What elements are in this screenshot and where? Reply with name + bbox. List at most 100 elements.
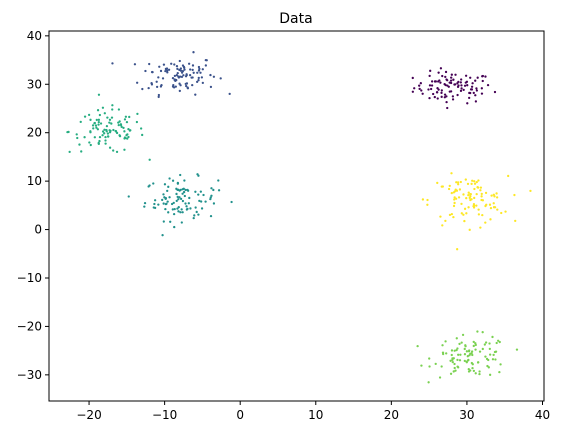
scatter-point (111, 108, 114, 111)
scatter-point (450, 353, 453, 357)
scatter-point (171, 208, 174, 211)
scatter-point (180, 221, 183, 224)
scatter-point (173, 63, 176, 66)
scatter-point (468, 196, 471, 200)
scatter-point (493, 90, 497, 94)
scatter-point (441, 351, 445, 354)
scatter-point (454, 73, 457, 76)
scatter-point (447, 187, 451, 191)
scatter-point (200, 207, 204, 210)
scatter-point (103, 132, 106, 135)
scatter-point (460, 212, 463, 215)
scatter-point (460, 87, 463, 90)
scatter-point (507, 174, 510, 178)
scatter-point (456, 248, 459, 251)
scatter-point (161, 77, 165, 80)
scatter-point (175, 74, 179, 77)
scatter-point (474, 100, 478, 103)
scatter-point (129, 129, 132, 132)
scatter-point (478, 350, 482, 353)
scatter-point (110, 122, 113, 125)
scatter-point (210, 194, 213, 197)
scatter-point (462, 193, 465, 196)
scatter-point (464, 74, 468, 77)
scatter-point (465, 360, 468, 363)
scatter-point (165, 202, 168, 205)
scatter-point (480, 92, 484, 95)
scatter-point (430, 80, 434, 83)
scatter-point (440, 89, 443, 92)
scatter-point (104, 142, 107, 145)
scatter-point (164, 197, 167, 201)
scatter-point (427, 88, 430, 91)
scatter-point (441, 224, 444, 227)
scatter-point (453, 362, 456, 366)
scatter-point (420, 364, 423, 367)
scatter-point (494, 350, 498, 353)
scatter-point (159, 69, 163, 73)
scatter-point (479, 189, 482, 192)
scatter-point (492, 353, 495, 356)
scatter-point (489, 218, 492, 221)
scatter-point (451, 360, 454, 364)
scatter-point (194, 206, 197, 209)
scatter-point (162, 202, 165, 205)
y-tick-label: 30 (27, 77, 42, 91)
x-tick-label: 10 (308, 408, 323, 422)
scatter-point (436, 181, 439, 185)
scatter-point (157, 76, 160, 79)
scatter-point (185, 208, 189, 211)
scatter-point (468, 91, 471, 95)
scatter-point (457, 196, 461, 199)
scatter-point (452, 357, 455, 360)
scatter-point (499, 363, 502, 366)
scatter-point (172, 201, 175, 205)
scatter-point (489, 353, 492, 356)
scatter-point (164, 207, 167, 211)
scatter-point (413, 87, 416, 90)
scatter-point (493, 195, 496, 198)
scatter-point (448, 213, 452, 217)
scatter-point (212, 75, 216, 78)
scatter-point (128, 115, 131, 119)
scatter-point (89, 143, 92, 147)
scatter-point (480, 192, 483, 196)
scatter-point (219, 77, 222, 80)
scatter-point (97, 123, 100, 126)
scatter-point (458, 359, 462, 362)
scatter-point (124, 115, 128, 118)
scatter-point (449, 359, 452, 362)
scatter-point (449, 79, 453, 82)
scatter-point (439, 215, 442, 218)
scatter-point (182, 187, 185, 190)
scatter-point (141, 87, 144, 91)
scatter-point (491, 358, 495, 361)
scatter-point (184, 84, 188, 88)
scatter-point (212, 202, 216, 205)
scatter-point (459, 353, 462, 356)
scatter-point (433, 95, 436, 99)
scatter-point (170, 202, 174, 206)
scatter-point (186, 188, 189, 192)
scatter-point (481, 79, 484, 83)
scatter-point (436, 97, 439, 100)
scatter-point (162, 220, 165, 223)
scatter-point (475, 87, 478, 90)
scatter-point (485, 203, 488, 206)
x-tick-label: 40 (535, 408, 550, 422)
scatter-point (162, 193, 165, 196)
scatter-point (469, 193, 472, 196)
scatter-point (182, 190, 186, 194)
scatter-point (428, 357, 431, 360)
scatter-point (176, 182, 180, 185)
x-axis: −20 −10 0 10 20 30 40 (76, 401, 550, 422)
scatter-point (136, 81, 139, 84)
scatter-point (495, 192, 498, 195)
scatter-point (190, 76, 193, 79)
scatter-point (179, 67, 183, 70)
scatter-point (197, 65, 201, 69)
scatter-point (477, 179, 480, 182)
scatter-point (484, 221, 487, 224)
scatter-point (421, 198, 425, 201)
scatter-point (217, 179, 220, 182)
